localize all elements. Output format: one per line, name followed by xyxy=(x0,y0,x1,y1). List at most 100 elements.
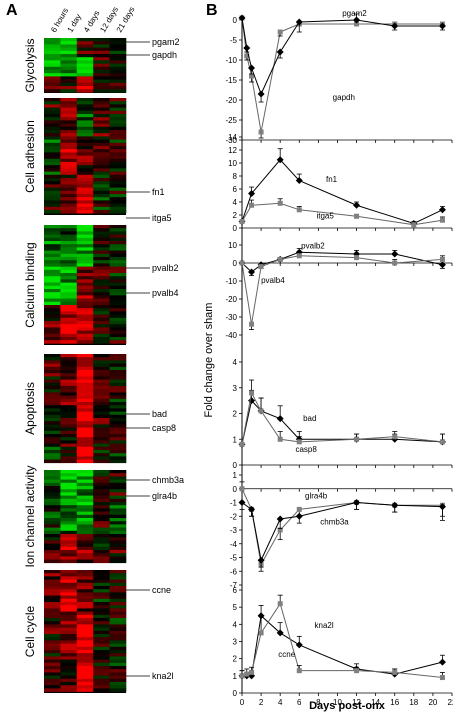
data-point-kna2l xyxy=(276,629,284,637)
y-tick-label: 1 xyxy=(233,471,238,480)
heatmap-cell xyxy=(76,225,94,229)
heatmap-gene-label: pvalb2 xyxy=(152,263,179,273)
heatmap-cell xyxy=(109,634,127,638)
heatmap-cell xyxy=(44,330,61,335)
heatmap-cell xyxy=(93,605,110,609)
heatmap-cell xyxy=(60,414,78,419)
heatmap-cell xyxy=(44,482,61,487)
heatmap-cell xyxy=(60,282,78,287)
heatmap-cell xyxy=(76,266,94,271)
heatmap-cell xyxy=(109,379,127,384)
series-label: pvalb2 xyxy=(301,242,325,251)
heatmap-cell xyxy=(44,434,61,438)
heatmap-cell xyxy=(76,139,94,144)
heatmap-cell xyxy=(44,155,61,160)
heatmap-cell xyxy=(109,421,127,425)
heatmap-cell xyxy=(44,640,61,644)
data-point-ccne xyxy=(277,601,283,607)
heatmap-cell xyxy=(109,357,127,361)
heatmap-cell xyxy=(60,688,78,692)
y-tick-label: -4 xyxy=(230,540,238,549)
heatmap-cell xyxy=(60,120,78,124)
heatmap-cell xyxy=(76,434,94,438)
heatmap-cell xyxy=(44,133,61,137)
heatmap-cell xyxy=(109,579,127,584)
heatmap-cell xyxy=(76,570,94,574)
heatmap-cell xyxy=(44,546,61,551)
heatmap-cell xyxy=(44,659,61,664)
heatmap-cell xyxy=(93,414,110,419)
data-point-itga5 xyxy=(277,200,283,206)
y-tick-label: 0 xyxy=(233,259,238,268)
heatmap-gene-label: gapdh xyxy=(152,50,177,60)
heatmap-cell xyxy=(109,107,127,112)
heatmap-block xyxy=(44,354,127,464)
series-label: ccne xyxy=(278,650,295,659)
heatmap-cell xyxy=(93,662,110,667)
heatmap-cell xyxy=(76,155,94,160)
heatmap-cell xyxy=(44,44,61,48)
heatmap-cell xyxy=(60,579,78,584)
heatmap-cell xyxy=(109,595,127,600)
heatmap-block xyxy=(44,470,127,564)
heatmap-cell xyxy=(93,440,110,444)
heatmap-cell xyxy=(44,340,61,344)
heatmap-cell xyxy=(76,614,94,619)
heatmap-cell xyxy=(109,210,127,214)
heatmap-cell xyxy=(60,405,78,409)
data-point-casp8 xyxy=(354,436,360,442)
heatmap-cell xyxy=(44,630,61,635)
heatmap-cell xyxy=(93,611,110,616)
heatmap-cell xyxy=(76,611,94,616)
heatmap-cell xyxy=(76,311,94,315)
heatmap-cell xyxy=(109,624,127,628)
heatmap-block xyxy=(44,225,127,345)
heatmap-cell xyxy=(76,178,94,182)
data-point-itga5 xyxy=(439,217,445,223)
heatmap-cell xyxy=(44,321,61,325)
heatmap-cell xyxy=(44,73,61,77)
heatmap-cell xyxy=(109,333,127,338)
heatmap-cell xyxy=(76,379,94,384)
heatmap-cell xyxy=(76,298,94,303)
heatmap-cell xyxy=(60,273,78,277)
heatmap-cell xyxy=(93,682,110,686)
heatmap-cell xyxy=(60,181,78,185)
heatmap-cell xyxy=(60,508,78,512)
heatmap-cell xyxy=(44,543,61,548)
heatmap-cell xyxy=(93,546,110,551)
heatmap-cell xyxy=(93,592,110,596)
heatmap-cell xyxy=(44,324,61,328)
heatmap-cell xyxy=(44,514,61,519)
series-line-pgam2 xyxy=(241,17,443,133)
heatmap-cell xyxy=(76,489,94,493)
heatmap-cell xyxy=(44,492,61,496)
heatmap-cell xyxy=(76,110,94,115)
heatmap-cell xyxy=(60,386,78,390)
heatmap-cell xyxy=(109,142,127,147)
heatmap-cell xyxy=(44,305,61,309)
heatmap-cell xyxy=(60,210,78,214)
heatmap-cell xyxy=(76,158,94,163)
data-point-fn1 xyxy=(276,156,284,164)
series-label: pgam2 xyxy=(342,9,367,18)
heatmap-cell xyxy=(44,450,61,454)
heatmap-cell xyxy=(76,360,94,364)
heatmap-cell xyxy=(44,54,61,58)
heatmap-cell xyxy=(93,54,110,58)
heatmap-cell xyxy=(60,659,78,664)
heatmap-cell xyxy=(109,354,127,358)
heatmap-cell xyxy=(76,502,94,506)
heatmap-cell xyxy=(93,540,110,544)
line-chart-panel: 0 1 2 3 4 bad casp8 xyxy=(233,358,453,470)
heatmap-cell xyxy=(93,330,110,335)
heatmap-cell xyxy=(44,311,61,315)
heatmap-cell xyxy=(76,459,94,464)
heatmap-cell xyxy=(93,324,110,328)
heatmap-cell xyxy=(76,152,94,156)
heatmap-cell xyxy=(93,453,110,457)
heatmap-cell xyxy=(76,498,94,503)
heatmap-cell xyxy=(44,314,61,319)
heatmap-cell xyxy=(109,257,127,261)
heatmap-cell xyxy=(76,57,94,61)
